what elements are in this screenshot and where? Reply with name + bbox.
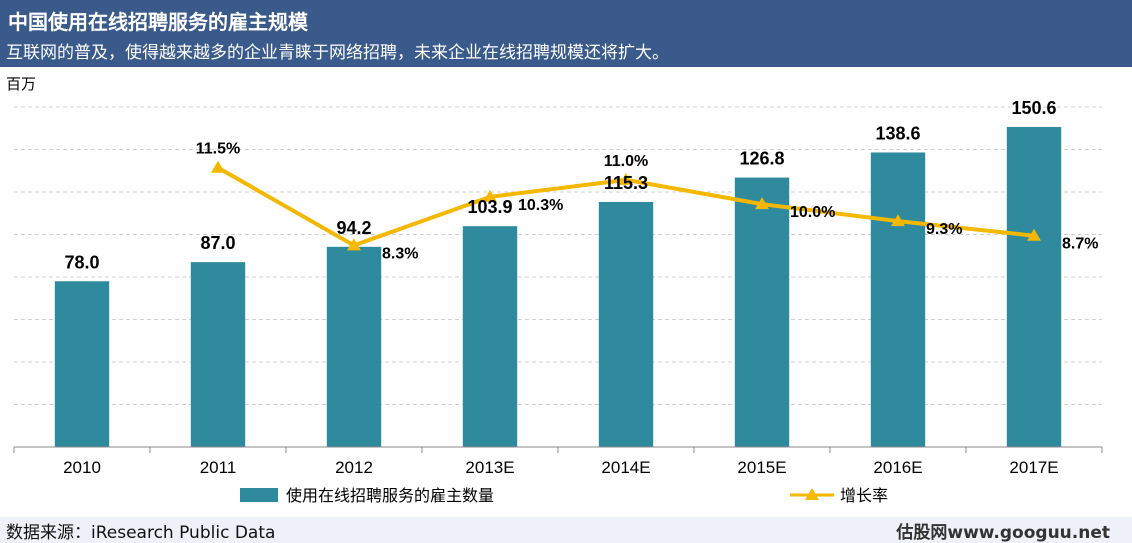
growth-rate-label-2012: 8.3% bbox=[382, 245, 418, 262]
label-layer: 78.0 87.0 94.2 103.9 115.3 126.8 138.6 150.6 11.… bbox=[64, 98, 1098, 272]
x-tick-label-2010: 2010 bbox=[63, 458, 101, 477]
watermark: 估股网www.googuu.net bbox=[896, 523, 1110, 543]
axis-layer: 2010 2011 2012 2013E 2014E 2015E 2016E 2017E bbox=[13, 446, 1103, 477]
x-tick-label-2015E: 2015E bbox=[737, 458, 786, 477]
bar-value-label-2015E: 126.8 bbox=[739, 149, 784, 169]
growth-rate-marker-2015E bbox=[755, 197, 769, 210]
growth-rate-label-2013E: 10.3% bbox=[518, 197, 563, 214]
legend-marker-triangle bbox=[805, 488, 819, 500]
bar-layer bbox=[54, 126, 1062, 448]
y-axis-unit-label: 百万 bbox=[6, 75, 36, 93]
bar-value-label-2013E: 103.9 bbox=[467, 197, 512, 217]
x-tick-label-2011: 2011 bbox=[200, 458, 237, 477]
bar-2012 bbox=[326, 246, 382, 447]
line-layer bbox=[211, 160, 1041, 251]
growth-rate-marker-2011 bbox=[211, 160, 225, 173]
bar-value-label-2017E: 150.6 bbox=[1011, 98, 1056, 118]
footer: 数据来源：iResearch Public Data 估股网www.googuu… bbox=[0, 517, 1132, 543]
bar-2014E bbox=[598, 201, 654, 447]
x-tick-label-2014E: 2014E bbox=[601, 458, 650, 477]
growth-rate-marker-2017E bbox=[1027, 228, 1041, 241]
legend-entry-bar: 使用在线招聘服务的雇主数量 bbox=[286, 486, 494, 505]
bar-2015E bbox=[734, 177, 790, 448]
x-tick-label-2013E: 2013E bbox=[465, 458, 514, 477]
legend-swatch-bar bbox=[240, 488, 278, 502]
bar-value-label-2016E: 138.6 bbox=[875, 123, 920, 143]
bar-2016E bbox=[870, 152, 926, 447]
bar-2017E bbox=[1006, 126, 1062, 447]
bar-value-label-2010: 78.0 bbox=[64, 252, 99, 272]
growth-rate-label-2011: 11.5% bbox=[196, 141, 240, 158]
x-tick-label-2017E: 2017E bbox=[1009, 458, 1058, 477]
chart-title: 中国使用在线招聘服务的雇主规模 bbox=[8, 10, 308, 34]
growth-rate-label-2015E: 10.0% bbox=[790, 204, 835, 221]
data-source: 数据来源：iResearch Public Data bbox=[6, 523, 276, 543]
bar-value-label-2012: 94.2 bbox=[336, 218, 371, 238]
growth-rate-marker-2016E bbox=[891, 214, 905, 227]
bar-2010 bbox=[54, 281, 110, 447]
bar-2011 bbox=[190, 262, 246, 447]
growth-rate-marker-2014E bbox=[619, 172, 633, 185]
growth-rate-marker-2013E bbox=[483, 189, 497, 202]
x-tick-label-2012: 2012 bbox=[335, 458, 373, 477]
bar-2013E bbox=[462, 226, 518, 447]
x-tick-label-2016E: 2016E bbox=[873, 458, 922, 477]
growth-rate-label-2016E: 9.3% bbox=[926, 221, 962, 238]
legend: 使用在线招聘服务的雇主数量 增长率 bbox=[240, 486, 888, 505]
chart-subtitle: 互联网的普及，使得越来越多的企业青睐于网络招聘，未来企业在线招聘规模还将扩大。 bbox=[6, 43, 669, 63]
growth-rate-label-2017E: 8.7% bbox=[1062, 236, 1098, 253]
legend-entry-line: 增长率 bbox=[840, 486, 888, 505]
growth-rate-label-2014E: 11.0% bbox=[604, 153, 648, 170]
grid-layer bbox=[14, 106, 1102, 405]
header-banner: 中国使用在线招聘服务的雇主规模 互联网的普及，使得越来越多的企业青睐于网络招聘，… bbox=[0, 0, 1132, 67]
chart-area: 百万 78.0 87.0 94.2 103.9 115.3 126.8 138.6 150.6… bbox=[0, 67, 1132, 517]
chart-svg: 百万 78.0 87.0 94.2 103.9 115.3 126.8 138.6 150.6… bbox=[6, 75, 1103, 505]
bar-value-label-2011: 87.0 bbox=[200, 233, 235, 253]
growth-rate-marker-2012 bbox=[347, 238, 361, 251]
bar-value-label-2014E: 115.3 bbox=[604, 173, 648, 193]
